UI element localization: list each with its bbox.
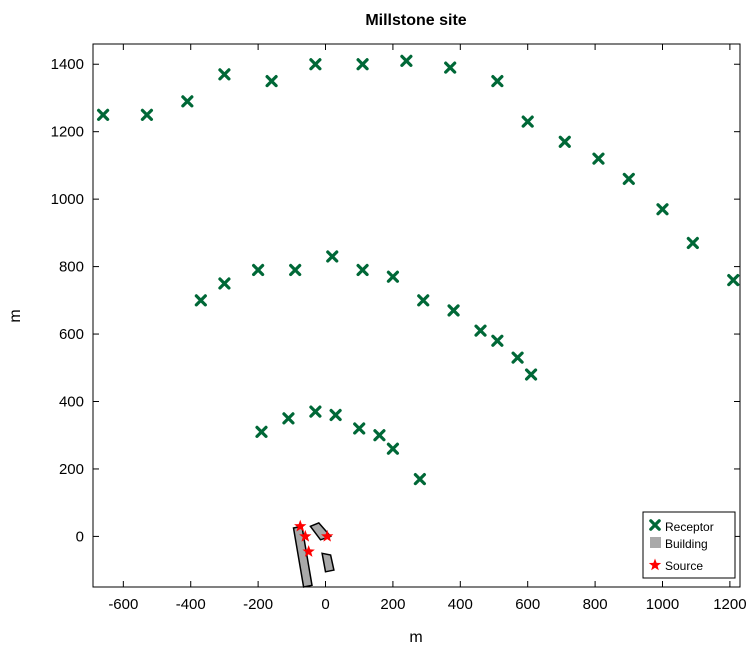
x-tick-label: -600: [108, 596, 138, 613]
x-tick-label: -200: [243, 596, 273, 613]
receptor-point: [97, 108, 110, 121]
y-tick-label: 1200: [51, 124, 84, 141]
receptor-point: [386, 270, 400, 283]
source-point: [294, 519, 307, 532]
legend-source-marker: [648, 558, 662, 571]
y-tick-label: 400: [59, 394, 84, 411]
receptor-point: [353, 422, 366, 435]
cross-icon: [649, 519, 661, 531]
receptor-point: [592, 152, 605, 165]
receptor-point: [558, 135, 571, 148]
receptor-point: [521, 115, 534, 128]
receptor-point: [656, 203, 669, 216]
x-tick-label: 200: [380, 596, 405, 613]
receptor-point: [194, 294, 207, 307]
receptor-point: [727, 273, 740, 287]
legend-item-building: Building: [650, 537, 708, 551]
receptor-point: [447, 304, 460, 317]
legend-label-building: Building: [665, 537, 708, 551]
y-tick-label: 1000: [51, 191, 84, 208]
x-tick-label: -400: [176, 596, 206, 613]
receptor-point: [491, 334, 504, 347]
receptor-point: [356, 58, 369, 71]
receptor-point: [524, 368, 538, 381]
source-point: [321, 529, 334, 542]
plot-frame: [92, 43, 741, 588]
receptor-point: [356, 263, 369, 277]
legend-label-source: Source: [665, 559, 703, 573]
receptor-markers: [97, 54, 740, 486]
chart-title: Millstone site: [365, 12, 466, 29]
receptor-point: [413, 472, 426, 486]
receptor-point: [511, 351, 524, 364]
receptor-point: [265, 74, 278, 88]
receptor-point: [474, 324, 487, 337]
square-icon: [650, 537, 661, 548]
axis-ticks: -600 -400 -200 0 200 400 600 800 1000 1200 0 200 400…: [51, 44, 747, 613]
x-tick-label: 800: [583, 596, 608, 613]
receptor-point: [218, 68, 231, 81]
y-axis-title: m: [7, 309, 24, 322]
building-shape: [321, 552, 335, 573]
y-tick-label: 800: [59, 259, 84, 276]
y-tick-label: 200: [59, 461, 84, 478]
receptor-point: [282, 412, 295, 425]
receptor-point: [329, 408, 342, 422]
receptor-point: [373, 429, 386, 442]
x-tick-label: 0: [321, 596, 329, 613]
y-tick-label: 1400: [51, 56, 84, 73]
receptor-point: [400, 54, 413, 67]
source-markers: [294, 519, 334, 557]
x-tick-label: 1000: [646, 596, 679, 613]
legend-item-receptor: Receptor: [649, 519, 714, 534]
receptor-point: [309, 405, 322, 418]
source-point: [299, 529, 312, 542]
star-icon: [648, 558, 662, 571]
receptor-point: [417, 294, 430, 307]
receptor-point: [491, 74, 504, 88]
receptor-point: [444, 61, 457, 74]
legend: Receptor Building Source: [642, 511, 736, 579]
legend-label-receptor: Receptor: [665, 520, 714, 534]
receptor-point: [218, 277, 231, 290]
y-tick-label: 600: [59, 326, 84, 343]
receptor-point: [309, 58, 322, 71]
x-axis-title: m: [409, 629, 422, 646]
x-tick-label: 1200: [713, 596, 746, 613]
x-tick-label: 400: [448, 596, 473, 613]
receptor-point: [252, 263, 265, 277]
receptor-point: [326, 250, 339, 263]
receptor-point: [686, 236, 699, 250]
receptor-point: [386, 442, 400, 455]
x-tick-label: 600: [515, 596, 540, 613]
y-tick-label: 0: [76, 528, 84, 545]
receptor-point: [181, 95, 194, 108]
source-point: [302, 545, 315, 557]
legend-receptor-marker: [649, 519, 661, 531]
receptor-point: [289, 263, 302, 277]
receptor-point: [622, 172, 635, 186]
receptor-point: [140, 108, 154, 121]
legend-item-source: Source: [648, 558, 703, 573]
receptor-point: [255, 425, 268, 438]
